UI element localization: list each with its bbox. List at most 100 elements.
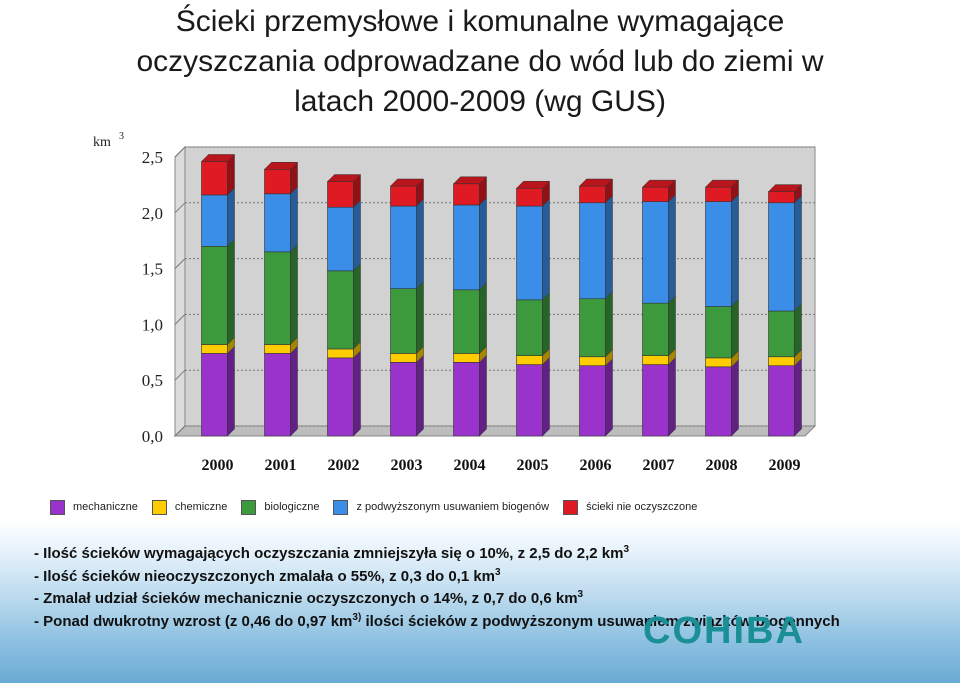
bar-segment-0-2 [201,245,228,345]
bullet-2-text: - Ilość ścieków nieoczyszczonych zmalała… [34,567,496,585]
bar-segment-6-4 [579,185,606,204]
chart-side-wall [174,145,186,438]
bar-side-1-2 [290,244,298,346]
bar-segment-8-2 [705,306,732,359]
bar-segment-6-2 [579,298,606,358]
bar-segment-4-3 [453,204,480,291]
bar-side-0-2 [227,238,235,346]
legend-item-3: z podwyższonym usuwaniem biogenów [333,499,549,515]
legend-label: biologiczne [264,501,320,513]
bullet-2: - Ilość ścieków nieoczyszczonych zmalała… [34,564,954,587]
bar-segment-3-0 [390,362,417,437]
x-tick-label-4: 2004 [454,457,486,474]
summary-bullets: - Ilość ścieków wymagających oczyszczani… [34,541,954,631]
x-tick-label-2: 2002 [328,457,360,474]
logo-text: COHIBA [643,610,805,652]
bar-top-7 [641,179,677,188]
bar-side-6-3 [605,195,613,300]
bar-side-7-3 [668,194,676,304]
bar-segment-1-4 [264,168,291,195]
bar-side-8-0 [731,359,739,437]
bar-top-0 [200,154,236,162]
y-unit-label: km [93,135,111,150]
legend-item-0: mechaniczne [50,499,138,515]
bar-segment-9-1 [768,356,795,366]
bar-segment-5-4 [516,187,543,207]
bar-segment-5-3 [516,205,543,301]
bar-side-5-0 [542,356,550,437]
legend-label: chemiczne [174,501,228,513]
bullet-3-sup: 3 [577,589,584,600]
bar-segment-7-4 [642,186,669,202]
title-line-3: latach 2000-2009 (wg GUS) [294,85,666,118]
bar-top-5 [515,180,551,189]
bar-side-7-0 [668,356,676,437]
bar-segment-3-2 [390,288,417,354]
bar-segment-8-0 [705,366,732,437]
page-title: Ścieki przemysłowe i komunalne wymagając… [0,2,960,122]
title-line-2: oczyszczania odprowadzane do wód lub do … [136,45,824,78]
gridline-depth [174,369,186,381]
water-background [0,520,960,683]
x-tick-label-7: 2007 [643,457,675,474]
bar-side-9-0 [794,358,802,437]
x-tick-label-9: 2009 [769,457,801,474]
bullet-4-sup: 3) [352,611,362,623]
bar-side-8-3 [731,194,739,308]
legend-item-1: chemiczne [151,499,228,515]
bar-segment-4-2 [453,289,480,354]
bullet-4-text-b: ilości ścieków z podwyższonym usuwaniem … [361,612,840,630]
bar-segment-5-1 [516,355,543,365]
bar-segment-1-1 [264,344,291,354]
y-tick-label: 2,0 [142,204,163,223]
x-tick-label-8: 2008 [706,457,738,474]
bar-side-6-2 [605,291,613,358]
bar-top-6 [578,178,614,187]
bullet-1-sup: 3 [623,544,630,555]
y-tick-label: 1,5 [142,260,163,279]
bar-segment-0-4 [201,161,228,196]
bar-segment-3-4 [390,185,417,207]
bullet-3: - Zmalał udział ścieków mechanicznie ocz… [34,586,954,609]
bar-segment-2-2 [327,270,354,350]
bar-top-2 [326,174,362,182]
title-line-1: Ścieki przemysłowe i komunalne wymagając… [175,5,785,38]
bar-side-3-2 [416,281,424,355]
bar-segment-6-0 [579,365,606,437]
bar-segment-2-3 [327,206,354,272]
bullet-1-text: - Ilość ścieków wymagających oczyszczani… [34,545,624,562]
bar-segment-9-2 [768,310,795,358]
bar-side-7-2 [668,295,676,357]
bullet-2-sup: 3 [495,566,501,578]
bar-segment-4-4 [453,183,480,206]
bar-side-4-3 [479,197,487,291]
bar-top-3 [389,178,425,187]
legend-swatch [50,499,65,515]
bar-side-4-0 [479,354,487,437]
legend-swatch [563,499,579,515]
x-tick-label-1: 2001 [265,457,297,474]
bar-side-9-2 [794,303,802,358]
bar-segment-0-0 [201,353,228,437]
y-tick-label: 0,5 [142,371,163,390]
chart-frame: 0,0 0,5 1,0 1,5 2,0 2,5 km 3 2000 2001 2002 2003 200… [85,130,827,480]
bar-segment-1-0 [264,353,291,437]
bar-segment-0-1 [201,344,228,354]
bar-segment-3-1 [390,353,417,363]
bar-segment-3-3 [390,205,417,289]
bar-segment-7-2 [642,302,669,356]
bar-segment-8-3 [705,201,732,307]
x-tick-label-5: 2005 [517,457,549,474]
bullet-4: - Ponad dwukrotny wzrost (z 0,46 do 0,97… [34,609,954,632]
bar-segment-0-3 [201,194,228,247]
stacked-bar-chart: 0,0 0,5 1,0 1,5 2,0 2,5 km 3 2000 2001 2002 2003 200… [93,131,817,474]
bar-side-2-0 [353,350,361,437]
gridline-depth [174,314,186,325]
gridline-depth [174,258,186,269]
legend-swatch [151,499,167,515]
bar-top-9 [767,184,803,192]
bar-side-9-3 [794,195,802,312]
bar-segment-4-1 [453,353,480,363]
bar-side-5-3 [542,198,550,301]
bar-side-4-2 [479,282,487,355]
